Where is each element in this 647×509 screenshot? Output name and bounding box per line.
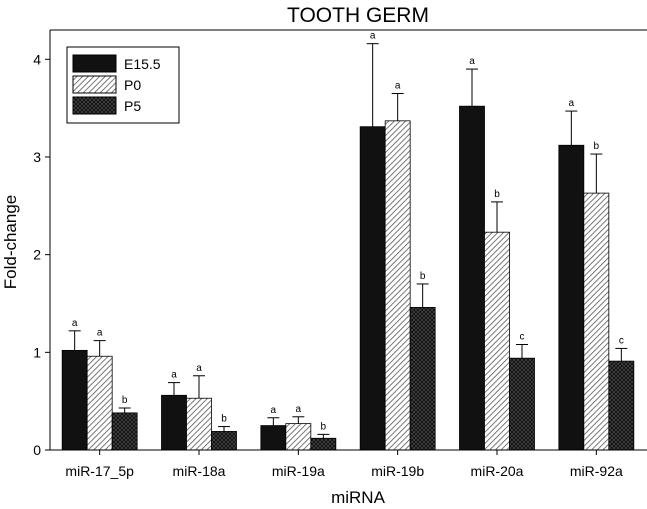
- significance-label: b: [221, 414, 227, 425]
- legend-swatch: [72, 96, 117, 115]
- significance-label: b: [494, 189, 500, 200]
- bar: [384, 120, 411, 451]
- y-tick-label: 1: [33, 344, 41, 360]
- significance-label: c: [619, 335, 624, 346]
- x-tick-label: miR-19b: [371, 463, 424, 479]
- bar: [111, 412, 138, 451]
- significance-label: a: [395, 80, 401, 91]
- x-tick-label: miR-92a: [570, 463, 623, 479]
- bar: [186, 397, 212, 451]
- significance-label: b: [122, 395, 128, 406]
- significance-label: a: [196, 363, 202, 374]
- bar: [509, 357, 535, 451]
- significance-label: a: [469, 56, 475, 67]
- bar: [608, 360, 635, 451]
- bar: [161, 394, 187, 451]
- legend-label: P0: [124, 77, 141, 93]
- legend-swatch: [72, 75, 117, 94]
- legend-label: E15.5: [124, 56, 161, 72]
- x-ticks: miR-17_5p miR-18a miR-19a miR-19b miR-20a miR…: [65, 450, 623, 479]
- x-tick-label: miR-17_5p: [65, 463, 134, 479]
- x-tick-label: miR-19a: [272, 463, 325, 479]
- significance-label: a: [97, 328, 103, 339]
- bar: [260, 425, 287, 451]
- bar: [359, 126, 386, 451]
- significance-label: a: [370, 31, 376, 42]
- significance-label: a: [171, 370, 177, 381]
- plot-area: a a b a a b a a b a a b a b c a b c: [61, 31, 635, 451]
- significance-label: a: [271, 405, 277, 416]
- bar: [409, 306, 436, 451]
- bar: [558, 144, 585, 451]
- bar: [61, 349, 88, 451]
- significance-label: b: [321, 421, 327, 432]
- significance-label: c: [520, 332, 525, 343]
- bar: [583, 192, 610, 451]
- significance-label: b: [420, 271, 426, 282]
- x-tick-label: miR-20a: [471, 463, 524, 479]
- y-tick-label: 2: [33, 247, 41, 263]
- x-tick-label: miR-18a: [173, 463, 226, 479]
- bar: [484, 231, 510, 451]
- significance-label: a: [296, 404, 302, 415]
- bar: [310, 437, 337, 451]
- bar: [211, 431, 237, 451]
- y-tick-label: 3: [33, 149, 41, 165]
- significance-label: b: [594, 141, 600, 152]
- significance-label: a: [569, 98, 575, 109]
- bar: [459, 105, 485, 451]
- legend-swatch: [72, 54, 117, 73]
- legend-label: P5: [124, 98, 141, 114]
- bar: [285, 423, 312, 451]
- x-axis-label: miRNA: [331, 488, 385, 507]
- significance-label: a: [72, 318, 78, 329]
- y-tick-label: 0: [33, 442, 41, 458]
- y-axis-label: Fold-change: [1, 195, 20, 290]
- legend: E15.5 P0 P5: [66, 46, 180, 124]
- chart-title: TOOTH GERM: [287, 4, 429, 27]
- y-tick-label: 4: [33, 51, 41, 67]
- y-ticks: 0 1 2 3 4: [33, 51, 50, 458]
- bar: [86, 355, 113, 451]
